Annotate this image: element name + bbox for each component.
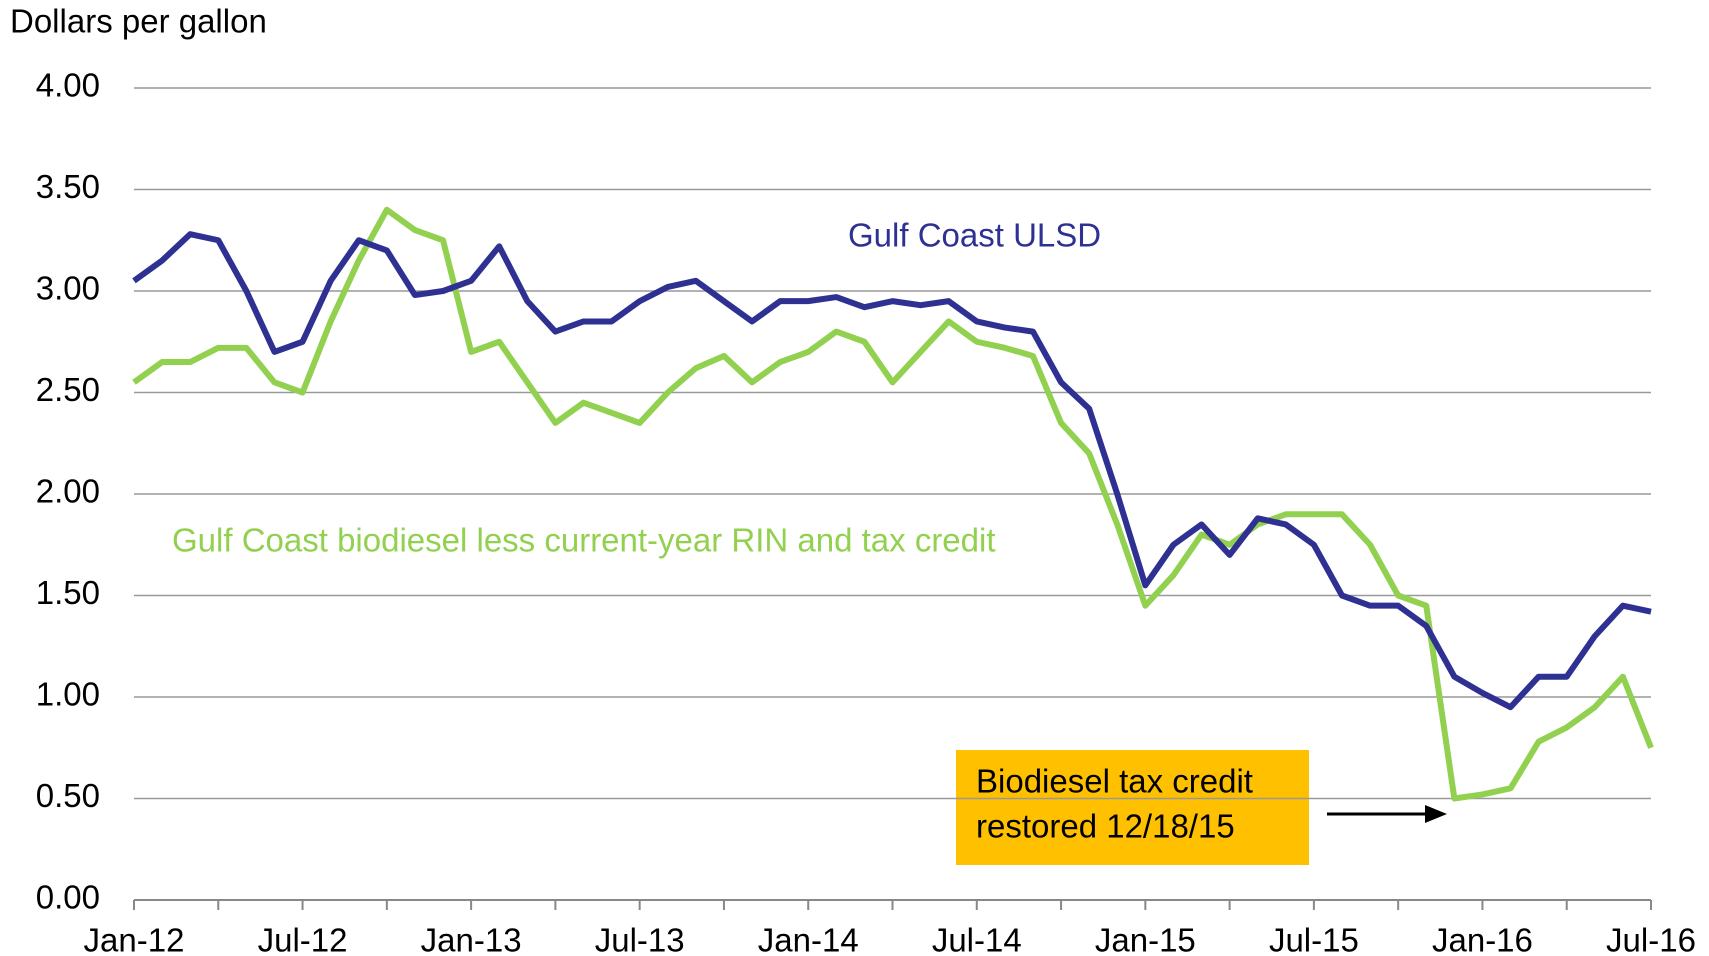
x-tick-label: Jul-16 (1606, 922, 1696, 956)
x-tick-label: Jan-16 (1432, 922, 1533, 956)
series-line (132, 206, 1654, 802)
x-tick-label: Jan-12 (84, 922, 185, 956)
y-tick-label: 3.00 (36, 270, 100, 307)
annotation-box (956, 750, 1309, 865)
y-tick-label: 2.00 (36, 473, 100, 510)
x-tick-label: Jan-13 (421, 922, 522, 956)
x-tick-label: Jul-13 (595, 922, 685, 956)
y-tick-label: 1.00 (36, 676, 100, 713)
series-label: Gulf Coast ULSD (848, 217, 1101, 254)
y-tick-label: 0.00 (36, 879, 100, 916)
y-tick-label: 4.00 (36, 67, 100, 104)
series-label: Gulf Coast biodiesel less current-year R… (172, 522, 996, 559)
arrow-head (1425, 805, 1447, 823)
axis-label: Dollars per gallon (10, 3, 267, 40)
x-tick-label: Jan-15 (1095, 922, 1196, 956)
y-tick-label: 3.50 (36, 168, 100, 205)
series-line (132, 231, 1652, 711)
y-tick-label: 0.50 (36, 777, 100, 814)
x-tick-label: Jul-14 (932, 922, 1022, 956)
y-tick-label: 1.50 (36, 574, 100, 611)
x-tick-label: Jul-15 (1269, 922, 1359, 956)
annotation: restored 12/18/15 (976, 808, 1235, 845)
x-tick-label: Jan-14 (758, 922, 859, 956)
annotation: Biodiesel tax credit (976, 763, 1253, 800)
y-tick-label: 2.50 (36, 371, 100, 408)
x-tick-label: Jul-12 (258, 922, 348, 956)
